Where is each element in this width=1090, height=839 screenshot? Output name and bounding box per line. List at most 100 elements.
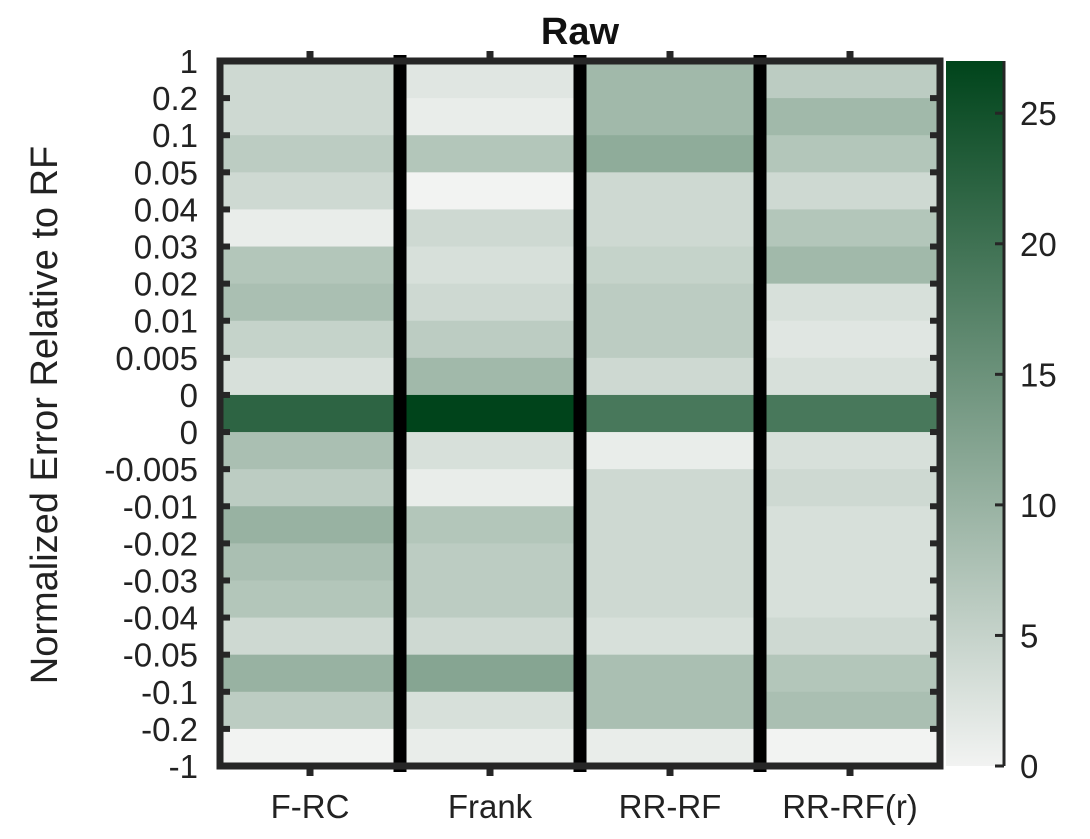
y-tick-label: -0.2 xyxy=(141,711,198,748)
y-tick-label: 0 xyxy=(180,414,198,451)
heatmap-cell xyxy=(580,61,761,99)
y-tick-label: 0.02 xyxy=(134,266,198,303)
heatmap-cell xyxy=(220,246,401,285)
y-tick-label: 0.01 xyxy=(134,303,198,340)
y-tick-label: 0.1 xyxy=(152,117,198,154)
heatmap-cell xyxy=(400,580,581,619)
heatmap-cell xyxy=(220,506,401,544)
heatmap-cell xyxy=(400,728,581,767)
colorbar-tick-label: 15 xyxy=(1020,356,1057,393)
heatmap-cell xyxy=(220,728,401,767)
y-tick-label: -0.1 xyxy=(141,674,198,711)
heatmap-cell xyxy=(760,728,941,767)
plot-border xyxy=(216,57,944,770)
heatmap-cell xyxy=(580,357,761,396)
heatmap-cell xyxy=(760,394,941,433)
heatmap-cell xyxy=(580,394,761,433)
heatmap-cell xyxy=(760,172,941,211)
heatmap-cell xyxy=(580,98,761,136)
heatmap-cell xyxy=(400,617,581,656)
y-tick-label: -0.05 xyxy=(123,637,198,674)
colorbar-tick-label: 5 xyxy=(1020,617,1038,654)
x-tick-label: RR-RF(r) xyxy=(782,788,918,825)
heatmap-cell xyxy=(220,469,401,507)
heatmap-cell xyxy=(400,357,581,396)
heatmap-cell xyxy=(580,320,761,359)
heatmap-cell xyxy=(760,135,941,173)
y-axis-ticks: 10.20.10.050.040.030.020.010.00500-0.005… xyxy=(104,43,940,785)
heatmap-cell xyxy=(580,135,761,173)
heatmap-cell xyxy=(400,172,581,211)
column-separators xyxy=(393,55,767,772)
y-tick-label: -0.03 xyxy=(123,562,198,599)
x-tick-label: Frank xyxy=(448,788,533,825)
heatmap-cells xyxy=(220,61,941,767)
heatmap-cell xyxy=(760,320,941,359)
heatmap-cell xyxy=(760,283,941,322)
heatmap-cell xyxy=(760,506,941,544)
heatmap-cell xyxy=(580,580,761,619)
heatmap-cell xyxy=(760,617,941,656)
y-tick-label: -0.005 xyxy=(104,451,198,488)
heatmap-cell xyxy=(400,654,581,693)
heatmap-cell xyxy=(220,61,401,99)
heatmap-cell xyxy=(220,654,401,693)
y-tick-label: 0 xyxy=(180,377,198,414)
heatmap-cell xyxy=(580,246,761,285)
heatmap-cell xyxy=(580,728,761,767)
heatmap-cell xyxy=(400,61,581,99)
y-tick-label: -0.02 xyxy=(123,525,198,562)
heatmap-cell xyxy=(580,506,761,544)
heatmap-cell xyxy=(220,357,401,396)
heatmap-cell xyxy=(580,432,761,470)
heatmap-cell xyxy=(220,98,401,136)
colorbar-tick-label: 20 xyxy=(1020,226,1057,263)
y-tick-label: -0.04 xyxy=(123,600,198,637)
heatmap-cell xyxy=(760,654,941,693)
heatmap-cell xyxy=(220,283,401,322)
y-tick-label: 0.05 xyxy=(134,154,198,191)
heatmap-cell xyxy=(220,394,401,433)
heatmap-cell xyxy=(580,209,761,248)
plot-frame xyxy=(216,57,944,770)
heatmap-cell xyxy=(220,691,401,730)
x-tick-label: F-RC xyxy=(271,788,350,825)
y-tick-label: 0.2 xyxy=(152,80,198,117)
colorbar-tick-label: 25 xyxy=(1020,95,1057,132)
y-tick-label: 0.005 xyxy=(115,340,198,377)
heatmap-cell xyxy=(760,98,941,136)
colorbar-tick-label: 10 xyxy=(1020,487,1057,524)
y-axis-label: Normalized Error Relative to RF xyxy=(24,146,66,684)
heatmap-cell xyxy=(400,469,581,507)
heatmap-cell xyxy=(580,172,761,211)
heatmap-cell xyxy=(760,61,941,99)
y-tick-label: -1 xyxy=(169,748,198,785)
heatmap-cell xyxy=(760,209,941,248)
colorbar-tick-label: 0 xyxy=(1020,748,1038,785)
heatmap-cell xyxy=(760,469,941,507)
heatmap-cell xyxy=(580,543,761,582)
heatmap-cell xyxy=(220,580,401,619)
heatmap-cell xyxy=(760,691,941,730)
heatmap-cell xyxy=(220,617,401,656)
heatmap-cell xyxy=(220,135,401,173)
heatmap-cell xyxy=(580,691,761,730)
heatmap-cell xyxy=(400,98,581,136)
colorbar: 0 5 10 15 20 25 xyxy=(946,61,1057,785)
y-tick-label: 0.04 xyxy=(134,191,198,228)
heatmap-cell xyxy=(220,320,401,359)
heatmap-cell xyxy=(400,246,581,285)
heatmap-cell xyxy=(220,432,401,470)
heatmap-cell xyxy=(760,432,941,470)
chart-title: Raw xyxy=(541,11,620,53)
y-tick-label: 0.03 xyxy=(134,229,198,266)
heatmap-cell xyxy=(400,283,581,322)
x-axis-ticks: F-RC Frank RR-RF RR-RF(r) xyxy=(271,51,918,825)
heatmap-cell xyxy=(400,543,581,582)
x-tick-label: RR-RF xyxy=(619,788,722,825)
heatmap-cell xyxy=(400,320,581,359)
heatmap-cell xyxy=(220,172,401,211)
heatmap-cell xyxy=(580,617,761,656)
